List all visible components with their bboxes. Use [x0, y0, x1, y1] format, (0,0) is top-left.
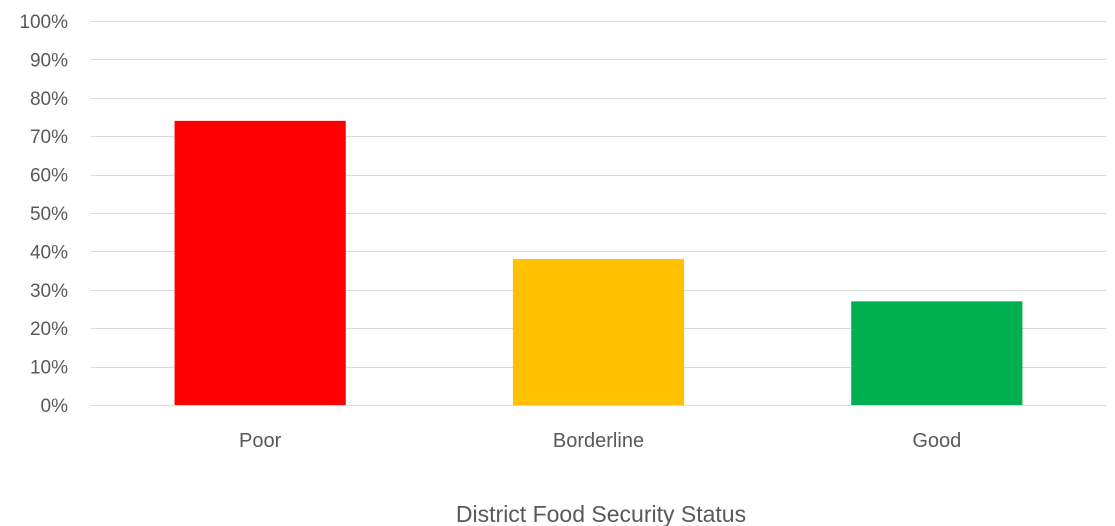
y-tick-label-70: 70% [30, 127, 68, 148]
y-tick-label-30: 30% [30, 281, 68, 302]
y-tick-label-100: 100% [19, 12, 68, 33]
y-tick-label-60: 60% [30, 166, 68, 187]
y-tick-label-20: 20% [30, 319, 68, 340]
x-category-label-poor: Poor [239, 430, 282, 452]
y-axis-ticks: 0% 10% 20% 30% 40% 50% 60% 70% 80% 90% 100% [19, 12, 68, 417]
bar-poor [174, 120, 346, 405]
y-tick-label-50: 50% [30, 204, 68, 225]
x-axis-title: District Food Security Status [456, 501, 746, 526]
y-tick-label-0: 0% [41, 396, 69, 417]
bar-borderline [512, 259, 685, 405]
y-tick-label-80: 80% [30, 89, 68, 110]
x-category-label-good: Good [912, 430, 961, 452]
bars [174, 120, 1023, 405]
bar-good [851, 301, 1023, 405]
y-tick-label-10: 10% [30, 358, 68, 379]
y-tick-label-40: 40% [30, 242, 68, 263]
y-tick-label-90: 90% [30, 50, 68, 71]
x-axis-categories: Poor Borderline Good [239, 430, 961, 452]
x-category-label-borderline: Borderline [553, 430, 644, 452]
